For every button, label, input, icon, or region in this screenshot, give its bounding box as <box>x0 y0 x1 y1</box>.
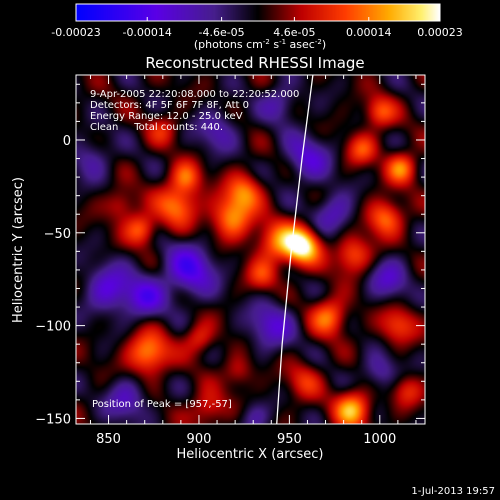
x-tick-label: 900 <box>187 432 212 447</box>
colorbar-gradient <box>76 4 440 21</box>
y-axis-label: Heliocentric Y (arcsec) <box>11 177 26 323</box>
y-tick-label: −100 <box>35 320 71 335</box>
info-block: 9-Apr-2005 22:20:08.000 to 22:20:52.000 … <box>90 89 299 410</box>
y-tick-label: −50 <box>44 227 71 242</box>
x-tick-label: 950 <box>277 432 302 447</box>
colorbar-tick-label: 0.00023 <box>417 26 463 39</box>
y-tick-label: −150 <box>35 412 71 427</box>
peak-position-label: Position of Peak = [957,-57] <box>92 399 232 410</box>
colorbar-tick-label: 4.6e-05 <box>273 26 315 39</box>
y-tick-label: 0 <box>63 134 71 149</box>
colorbar-tick-label: -0.00023 <box>51 26 100 39</box>
axis-ticks: 850 900 950 1000 0 −50 −100 −150 <box>35 75 425 447</box>
x-tick-label: 850 <box>96 432 121 447</box>
info-line-energy: Energy Range: 12.0 - 25.0 keV <box>90 111 243 122</box>
heatmap-image <box>76 75 425 424</box>
info-line-clean: Clean Total counts: 440. <box>90 122 223 133</box>
colorbar-ticks: -0.00023 -0.00014 -4.6e-05 4.6e-05 0.00014 0.… <box>51 17 463 39</box>
colorbar-units: (photons cm-2 s-1 asec-2) <box>194 38 326 51</box>
x-tick-label: 1000 <box>363 432 396 447</box>
colorbar-tick-label: -0.00014 <box>122 26 171 39</box>
info-line-detectors: Detectors: 4F 5F 6F 7F 8F, Att 0 <box>90 100 249 111</box>
info-line-time: 9-Apr-2005 22:20:08.000 to 22:20:52.000 <box>90 89 299 100</box>
timestamp: 1-Jul-2013 19:57 <box>411 486 495 497</box>
x-axis-label: Heliocentric X (arcsec) <box>177 447 324 462</box>
colorbar-frame <box>75 3 441 22</box>
colorbar-tick-label: 0.00014 <box>346 26 392 39</box>
chart-title: Reconstructed RHESSI Image <box>145 54 364 72</box>
plot-frame <box>75 74 426 425</box>
colorbar: -0.00023 -0.00014 -4.6e-05 4.6e-05 0.00014 0.… <box>51 3 463 51</box>
solar-limb-line <box>276 74 314 425</box>
colorbar-tick-label: -4.6e-05 <box>198 26 244 39</box>
